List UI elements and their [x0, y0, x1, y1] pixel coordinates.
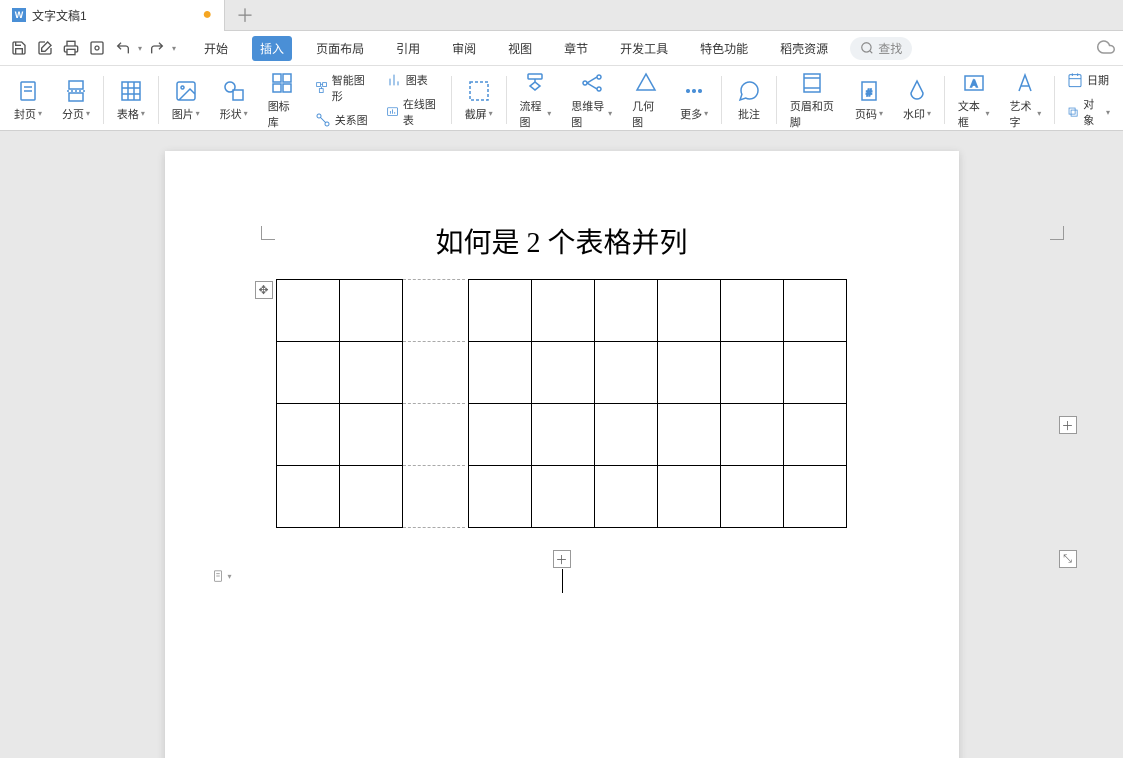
save-icon[interactable] — [8, 37, 30, 59]
geometry-button[interactable]: 几何图 — [628, 69, 664, 132]
page-break-button[interactable]: 分页▾ — [58, 77, 94, 124]
margin-corner-tl — [261, 226, 275, 240]
search-placeholder: 查找 — [878, 40, 902, 57]
mindmap-button[interactable]: 思维导图▾ — [567, 69, 616, 132]
menu-tab-review[interactable]: 审阅 — [444, 36, 484, 61]
icon-library-button[interactable]: 图标库 — [264, 69, 300, 132]
geometry-icon — [634, 71, 658, 95]
menu-tab-special[interactable]: 特色功能 — [692, 36, 756, 61]
watermark-button[interactable]: 水印▾ — [899, 77, 935, 124]
menu-tab-view[interactable]: 视图 — [500, 36, 540, 61]
menu-tab-layout[interactable]: 页面布局 — [308, 36, 372, 61]
page-number-button[interactable]: # 页码▾ — [851, 77, 887, 124]
table-button[interactable]: 表格▾ — [113, 77, 149, 124]
date-button[interactable]: 日期 — [1064, 71, 1113, 89]
relation-button[interactable]: 关系图 — [312, 111, 371, 129]
menu-tab-devtools[interactable]: 开发工具 — [612, 36, 676, 61]
screenshot-icon — [467, 79, 491, 103]
svg-text:#: # — [866, 88, 872, 99]
watermark-icon — [905, 79, 929, 103]
page-break-icon — [64, 79, 88, 103]
table-resize-handle[interactable]: ⤡ — [1059, 550, 1077, 568]
add-row-handle[interactable]: ＋ — [553, 550, 571, 568]
relation-icon — [315, 112, 331, 128]
textbox-button[interactable]: A 文本框▾ — [954, 69, 994, 132]
annotation-icon — [737, 79, 761, 103]
menu-tab-insert[interactable]: 插入 — [252, 36, 292, 61]
menu-tab-start[interactable]: 开始 — [196, 36, 236, 61]
search-icon — [860, 41, 874, 55]
text-cursor — [562, 569, 563, 593]
svg-text:A: A — [970, 79, 977, 90]
cover-page-button[interactable]: 封页▾ — [10, 77, 46, 124]
more-button[interactable]: 更多▾ — [676, 77, 712, 124]
shape-button[interactable]: 形状▾ — [216, 77, 252, 124]
tab-bar: W 文字文稿1 ● ＋ — [0, 0, 1123, 31]
ribbon: 封页▾ 分页▾ 表格▾ 图片▾ 形状▾ 图标库 — [0, 66, 1123, 131]
textbox-icon: A — [962, 71, 986, 95]
cloud-sync-icon[interactable] — [1097, 38, 1115, 59]
smart-shape-button[interactable]: 智能图形 — [312, 71, 371, 105]
document-tab[interactable]: W 文字文稿1 ● — [0, 0, 225, 31]
print-icon[interactable] — [60, 37, 82, 59]
object-icon — [1067, 104, 1079, 120]
chart-icon — [386, 72, 402, 88]
flowchart-button[interactable]: 流程图▾ — [516, 69, 556, 132]
date-icon — [1067, 72, 1083, 88]
wordart-button[interactable]: 艺术字▾ — [1006, 69, 1046, 132]
header-footer-button[interactable]: 页眉和页脚 — [786, 69, 839, 132]
more-icon — [682, 79, 706, 103]
undo-dropdown[interactable]: ▾ — [138, 44, 142, 53]
wordart-icon — [1013, 71, 1037, 95]
flowchart-icon — [523, 71, 547, 95]
unsaved-icon: ● — [202, 6, 212, 24]
table-icon — [119, 79, 143, 103]
menu-tabs: 开始 插入 页面布局 引用 审阅 视图 章节 开发工具 特色功能 稻壳资源 — [196, 36, 836, 61]
page-title: 如何是 2 个表格并列 — [225, 221, 899, 261]
image-icon — [174, 79, 198, 103]
tables-container — [225, 279, 899, 528]
tab-title: 文字文稿1 — [32, 7, 196, 24]
smart-shape-icon — [315, 80, 328, 96]
online-chart-icon — [386, 104, 399, 120]
image-button[interactable]: 图片▾ — [168, 77, 204, 124]
online-chart-button[interactable]: 在线图表 — [383, 95, 442, 129]
cover-icon — [16, 79, 40, 103]
page-number-icon: # — [857, 79, 881, 103]
object-button[interactable]: 对象▾ — [1064, 95, 1113, 129]
save-as-icon[interactable] — [34, 37, 56, 59]
doc-icon: W — [12, 8, 26, 22]
add-column-handle[interactable]: ＋ — [1059, 416, 1077, 434]
screenshot-button[interactable]: 截屏▾ — [461, 77, 497, 124]
quick-access-bar: ▾ ▾ 开始 插入 页面布局 引用 审阅 视图 章节 开发工具 特色功能 稻壳资… — [0, 31, 1123, 66]
menu-tab-reference[interactable]: 引用 — [388, 36, 428, 61]
shape-icon — [222, 79, 246, 103]
icon-library-icon — [270, 71, 294, 95]
redo-icon[interactable] — [146, 37, 168, 59]
page[interactable]: ✥ 如何是 2 个表格并列 ＋ ＋ ⤡ ▾ — [165, 151, 959, 758]
search-box[interactable]: 查找 — [850, 37, 912, 60]
header-footer-icon — [800, 71, 824, 95]
table-left[interactable] — [276, 279, 466, 528]
undo-icon[interactable] — [112, 37, 134, 59]
margin-corner-tr — [1050, 226, 1064, 240]
mindmap-icon — [580, 71, 604, 95]
document-area[interactable]: ✥ 如何是 2 个表格并列 ＋ ＋ ⤡ ▾ — [0, 131, 1123, 758]
chart-button[interactable]: 图表 — [383, 71, 442, 89]
floating-toolbar[interactable]: ▾ — [211, 569, 232, 583]
menu-tab-resources[interactable]: 稻壳资源 — [772, 36, 836, 61]
clipboard-icon — [211, 569, 225, 583]
table-right[interactable] — [468, 279, 847, 528]
menu-tab-section[interactable]: 章节 — [556, 36, 596, 61]
redo-dropdown[interactable]: ▾ — [172, 44, 176, 53]
print-preview-icon[interactable] — [86, 37, 108, 59]
add-tab-button[interactable]: ＋ — [225, 0, 265, 31]
annotation-button[interactable]: 批注 — [731, 77, 767, 124]
